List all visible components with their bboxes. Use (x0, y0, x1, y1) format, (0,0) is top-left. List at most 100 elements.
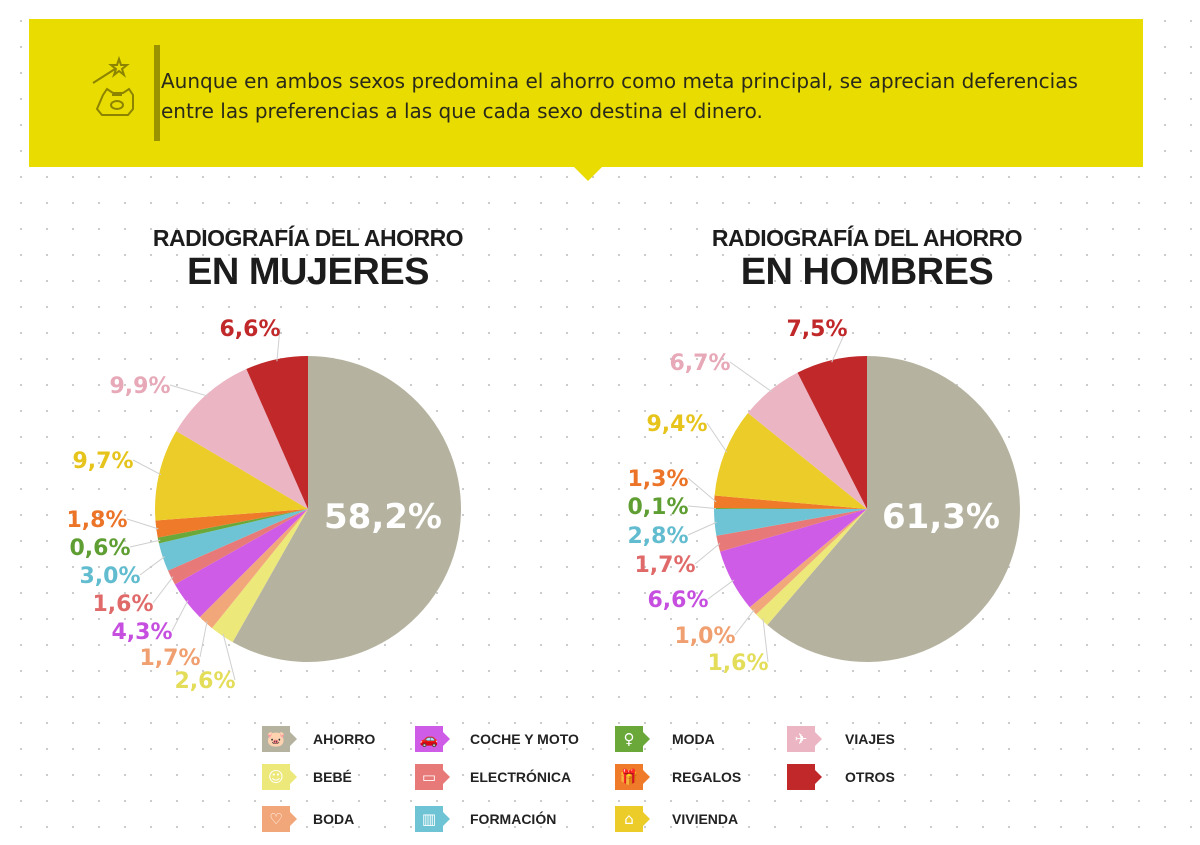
pie-slice-square (246, 356, 308, 509)
chart-title-men: RADIOGRAFÍA DEL AHORRO EN HOMBRES (637, 225, 1097, 292)
data-label: 1,0% (674, 624, 735, 649)
legend-item: ☺ BEBÉ (262, 762, 352, 792)
data-label: 1,6% (707, 651, 768, 676)
legend-item: ⌂ VIVIENDA (615, 804, 738, 834)
leader-line (734, 609, 755, 636)
legend-label: OTROS (845, 769, 895, 785)
pie-slice-gift (714, 495, 867, 509)
pie-slice-baby (211, 509, 308, 643)
leader-line (687, 505, 717, 510)
piggy-bank-icon: 🐷 (262, 726, 297, 752)
baby-icon: ☺ (262, 764, 297, 790)
pie-slice-car (720, 509, 867, 608)
pie-slice-dress (714, 508, 867, 509)
divider (154, 45, 160, 141)
legend-label: VIAJES (845, 731, 895, 747)
square-icon (787, 764, 822, 790)
pie-slice-square (797, 356, 867, 509)
pie-slice-plane (176, 368, 308, 509)
piggy-bank-magic-wand-icon (92, 55, 134, 116)
legend-label: VIVIENDA (672, 811, 739, 827)
header-text-line1: Aunque en ambos sexos predomina el ahorr… (161, 69, 1078, 93)
legend-label: BEBÉ (313, 769, 352, 785)
data-label: 2,6% (174, 669, 235, 694)
data-label: 0,1% (627, 495, 688, 520)
legend-item: ▥ FORMACIÓN (415, 804, 556, 834)
pie-slice-piggy-bank (232, 356, 461, 662)
chart-title-line2: EN HOMBRES (740, 251, 994, 293)
leader-line (762, 618, 769, 663)
legend-item: ♀ MODA (615, 724, 715, 754)
data-label: 2,8% (627, 524, 688, 549)
chart-title-line1: RADIOGRAFÍA DEL AHORRO (711, 225, 1023, 251)
banner-pointer (573, 166, 603, 181)
data-label: 3,0% (79, 564, 140, 589)
data-label: 6,7% (669, 351, 730, 376)
leader-line (694, 542, 721, 565)
leader-line (687, 521, 717, 536)
legend-item: 🐷 AHORRO (262, 724, 375, 754)
leader-line (222, 633, 236, 681)
legend-label: FORMACIÓN (470, 811, 557, 827)
legend-item: ♡ BODA (262, 804, 354, 834)
legend-label: MODA (672, 731, 715, 747)
leader-line (831, 327, 848, 363)
dress-icon: ♀ (615, 726, 650, 752)
data-label: 9,9% (109, 374, 170, 399)
data-label: 4,3% (111, 620, 172, 645)
pie-slice-baby (756, 509, 867, 626)
hearts-icon: ♡ (262, 806, 297, 832)
leader-line (139, 556, 165, 576)
pie-slice-house (155, 431, 308, 521)
legend-label: AHORRO (313, 731, 376, 747)
leader-line (171, 600, 189, 632)
data-label: 7,5% (786, 317, 847, 342)
pie-slice-piggy-bank (767, 356, 1021, 662)
header-text: Aunque en ambos sexos predomina el ahorr… (161, 66, 1078, 126)
legend-label: BODA (313, 811, 355, 827)
pie-slice-book (158, 509, 308, 571)
book-icon: ▥ (415, 806, 450, 832)
legend-item: 🚗 COCHE Y MOTO (415, 724, 579, 754)
data-label: 1,3% (627, 467, 688, 492)
house-icon: ⌂ (615, 806, 650, 832)
legend-item: ✈ VIAJES (787, 724, 895, 754)
data-label-main: 61,3% (882, 497, 1000, 537)
pie-slice-hearts (749, 509, 867, 615)
leader-line (707, 579, 735, 600)
data-label: 1,6% (92, 592, 153, 617)
chart-title-line1: RADIOGRAFÍA DEL AHORRO (152, 225, 464, 251)
pie-slice-house (714, 412, 867, 509)
legend-label: ELECTRÓNICA (470, 769, 572, 785)
data-label: 1,7% (139, 646, 200, 671)
leader-line (706, 422, 728, 453)
leader-line (129, 539, 161, 548)
header-banner: Aunque en ambos sexos predomina el ahorr… (29, 19, 1143, 167)
pie-slice-laptop (167, 509, 308, 585)
data-label: 9,4% (646, 412, 707, 437)
legend-label: REGALOS (672, 769, 742, 785)
plane-icon: ✈ (787, 726, 822, 752)
chart-title-line2: EN MUJERES (186, 251, 430, 293)
pie-slice-car (174, 509, 308, 618)
pie-slice-hearts (199, 509, 308, 629)
legend-item: 🎁 REGALOS (615, 762, 741, 792)
car-icon: 🚗 (415, 726, 450, 752)
leader-line (729, 361, 773, 393)
data-label: 1,7% (634, 553, 695, 578)
header-text-line2: entre las preferencias a las que cada se… (161, 99, 763, 123)
pie-slice-plane (747, 372, 867, 509)
data-label-main: 58,2% (324, 497, 442, 537)
legend-label: COCHE Y MOTO (470, 731, 579, 747)
leader-line (152, 576, 174, 604)
leader-line (276, 327, 281, 362)
leader-line (687, 477, 717, 503)
pie-slice-laptop (716, 509, 867, 552)
data-label: 6,6% (219, 317, 280, 342)
laptop-icon: ▭ (415, 764, 450, 790)
legend-item: OTROS (787, 762, 895, 792)
leader-line (199, 621, 208, 658)
leader-line (169, 384, 208, 397)
leader-line (126, 518, 159, 530)
